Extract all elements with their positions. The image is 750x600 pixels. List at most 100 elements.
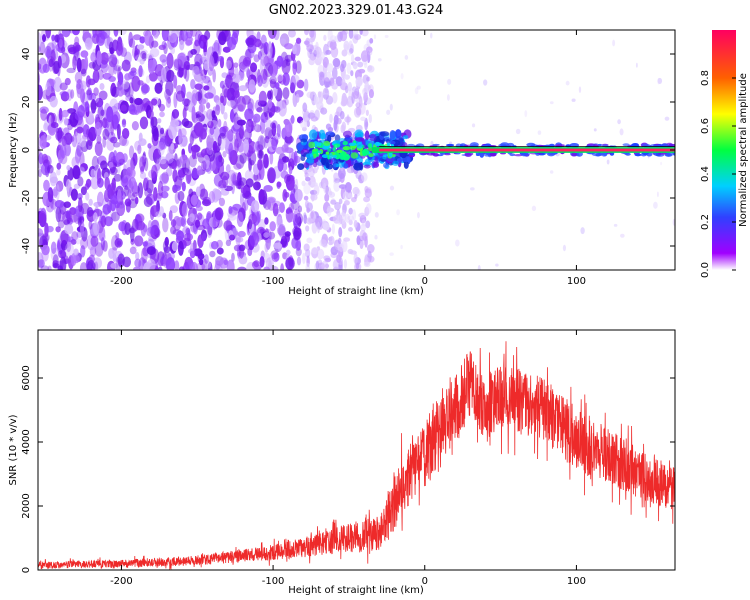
spectral-cell	[53, 186, 58, 199]
spectral-cell	[222, 175, 229, 189]
spectral-cell	[247, 120, 257, 128]
spectral-cell	[196, 212, 203, 221]
spectral-cell	[337, 237, 342, 245]
spectral-cell	[233, 244, 241, 252]
spectral-cell	[657, 77, 660, 85]
spectral-cell	[354, 262, 362, 270]
spectral-cell	[271, 137, 278, 151]
spectral-cell	[348, 219, 353, 226]
spectral-cell	[538, 153, 545, 156]
spectral-cell	[332, 92, 338, 104]
spectral-cell	[143, 196, 153, 208]
spectral-cell	[348, 227, 353, 232]
spectral-cell	[108, 75, 116, 83]
spectral-cell	[51, 34, 56, 42]
spectral-cell	[244, 131, 250, 142]
spectral-cell	[306, 44, 315, 53]
spectral-cell	[90, 176, 100, 190]
spectral-cell	[70, 253, 77, 266]
spectral-cell	[320, 132, 326, 140]
spectral-cell	[212, 217, 216, 231]
spectral-cell	[74, 71, 83, 84]
spectral-cell	[208, 190, 216, 204]
spectral-cell	[69, 214, 78, 223]
spectral-cell	[260, 118, 266, 134]
spectral-cell	[354, 129, 364, 138]
spectral-cell	[105, 120, 110, 128]
spectral-cell	[287, 30, 296, 38]
spectral-cell	[344, 116, 352, 123]
spectral-cell	[149, 206, 155, 221]
spectral-cell	[635, 62, 638, 68]
spectral-cell	[246, 150, 251, 162]
spectral-cell	[168, 123, 177, 140]
spectral-cell	[148, 71, 158, 82]
spectral-cell	[137, 80, 144, 86]
spectral-cell	[208, 55, 215, 72]
spectral-cell	[341, 151, 346, 158]
spectral-cell	[430, 152, 436, 155]
spectral-cell	[355, 102, 361, 108]
spectral-cell	[227, 169, 237, 186]
spectral-cell	[343, 163, 349, 169]
spectral-cell	[238, 85, 248, 92]
spectral-cell	[362, 232, 368, 242]
spectral-cell	[228, 205, 233, 215]
spectral-cell	[266, 196, 276, 203]
spectral-cell	[260, 34, 267, 47]
spectral-cell	[270, 250, 279, 260]
spectral-cell	[366, 46, 373, 54]
spectral-cell	[206, 108, 214, 120]
spectral-cell	[216, 247, 224, 255]
spectral-cell	[204, 92, 214, 99]
spectral-cell	[147, 143, 152, 149]
spectral-cell	[479, 152, 485, 158]
spectral-cell	[231, 252, 235, 262]
spectral-cell	[121, 59, 131, 72]
spectral-cell	[404, 54, 409, 60]
spectral-cell	[90, 168, 96, 178]
spectral-cell	[285, 257, 295, 270]
spectral-cell	[245, 178, 254, 188]
spectral-cell	[330, 246, 339, 256]
spectral-cell	[276, 181, 282, 188]
spectral-cell	[312, 167, 318, 174]
spectral-cell	[309, 189, 318, 196]
spectral-cell	[565, 80, 570, 86]
x-tick-label: 0	[422, 576, 428, 587]
spectral-cell	[129, 70, 137, 77]
spectral-cell	[297, 143, 304, 152]
spectral-cell	[571, 152, 577, 157]
spectral-cell	[115, 151, 125, 163]
colorbar-gradient	[712, 30, 736, 270]
spectral-cell	[342, 191, 350, 201]
spectral-cell	[84, 183, 90, 190]
spectral-cell	[132, 34, 142, 41]
spectral-cell	[356, 141, 363, 149]
spectral-cell	[157, 180, 164, 197]
spectral-cell	[306, 157, 315, 164]
spectral-cell	[477, 264, 481, 270]
spectral-cell	[58, 138, 67, 151]
spectral-cell	[240, 187, 247, 194]
spectral-cell	[61, 109, 69, 118]
spectral-cell	[38, 152, 44, 165]
spectral-cell	[363, 92, 368, 103]
spectral-cell	[202, 154, 210, 170]
spectral-cell	[190, 78, 196, 90]
spectral-cell	[264, 217, 269, 225]
spectral-cell	[308, 37, 315, 43]
spectral-cell	[349, 47, 354, 55]
spectral-cell	[158, 206, 165, 217]
spectral-cell	[161, 171, 169, 184]
spectral-cell	[277, 73, 284, 82]
spectral-cell	[332, 154, 338, 159]
spectral-cell	[125, 201, 131, 213]
spectral-cell	[606, 159, 610, 165]
spectral-cell	[78, 197, 83, 213]
spectral-cell	[278, 223, 286, 238]
spectral-cell	[284, 43, 294, 50]
spectral-cell	[134, 196, 139, 205]
spectral-cell	[174, 57, 181, 69]
